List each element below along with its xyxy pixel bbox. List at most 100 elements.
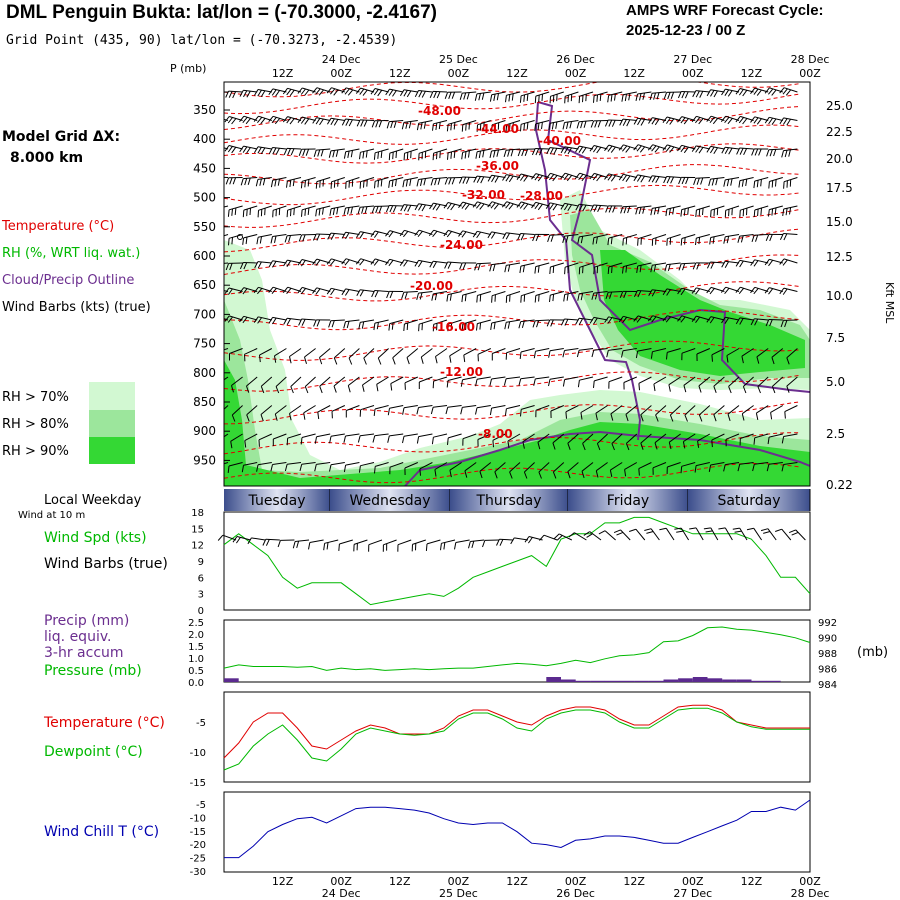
bottom-hour-tick: 12Z [741,875,763,888]
wind-barb-feather [682,263,686,271]
legend-cloud: Cloud/Precip Outline [2,273,134,288]
bottom-hour-tick: 00Z [448,875,470,888]
wind-barb-feather [375,206,379,214]
wind-barb-feather [624,469,627,477]
isotherm-label: -28.00 [520,189,563,203]
wind-barb-feather [362,384,365,392]
wind-barb-feather [691,315,697,323]
wind-barb-feather [537,265,540,273]
wind-barb [581,462,594,472]
wind-barb-feather [566,293,569,301]
wind-barb-feather [774,207,777,215]
wind-barb-feather [257,317,263,324]
wind-barb-feather [532,320,536,328]
wind-barb [604,530,616,541]
wind-barb-feather [373,408,376,416]
wind-barb-feather [642,206,645,214]
wind-barb-feather [510,537,515,545]
wind-barb-feather [451,177,456,185]
wind-barb-feather [499,539,504,546]
wind-barb-feather [374,181,376,189]
wind-barb [360,433,375,437]
wind-barb-feather [344,289,350,296]
wind-barb [476,376,491,380]
wind-barb [403,177,418,181]
wind-barb-feather [742,90,748,97]
model-grid-label: Model Grid ΔX: [2,129,120,145]
wind-barb-feather [242,116,248,124]
wind-barb [390,376,404,385]
wind-barb-feather [260,90,266,97]
wind-barb-feather [771,357,775,365]
wind-barb-feather [260,386,265,394]
wind-barb-feather [308,542,311,550]
wind-barb [558,533,573,541]
wind-barb-feather [724,147,730,155]
wind-barb-feather [593,205,598,212]
wind-barb [710,234,725,238]
isotherm-labels: -48.00-44.00-40.00-36.00-32.00 -28.00-24.… [410,104,581,441]
wind-barb-feather [503,150,507,158]
wind-barb-feather [343,435,346,443]
wind-barb-feather [430,407,434,415]
wind-barb-feather [330,118,335,126]
wind-barb-feather [315,88,321,95]
wind-barb [506,232,521,235]
wind-barb-feather [243,90,248,98]
wind-barb [754,234,769,236]
wind-barb-feather [691,145,697,152]
wind-barb-feather [246,90,251,98]
wind-barb [462,433,477,440]
bottom-date-tick: 28 Dec [791,887,830,900]
height-tick: 22.5 [826,125,853,139]
wind-barb-feather [556,535,563,541]
wind-barb-feather [463,355,466,363]
windchill-panel: -5-10-15-20-25-30 [190,791,811,878]
bottom-hour-tick: 12Z [389,875,411,888]
wind-barb-feather [361,321,365,329]
isotherm-line [224,106,801,130]
precip-bar [678,678,693,682]
wind-barb [477,348,492,355]
wind-tick: 18 [191,508,204,519]
wind-barb [272,260,287,264]
wind-barb-feather [637,290,642,298]
wind-barb-feather [451,91,456,99]
wind-barb-feather [376,384,379,392]
wind-barb-feather [390,383,393,391]
wind-barb-feather [538,95,540,103]
wind-barb-feather [519,202,525,209]
wind-barb-feather [493,322,496,330]
wind-barb [301,259,316,264]
wind-barb-feather [414,260,420,267]
wind-barb-feather [610,146,616,153]
pressure-tick: 650 [193,278,216,292]
wind-barb [594,172,608,178]
wind-barb-feather [260,147,266,155]
wind-barb [345,462,360,466]
top-date-tick: 27 Dec [673,53,712,66]
wind-barb-feather [373,323,376,331]
wind-barb [224,405,229,410]
wind-barb [243,177,258,180]
wind-barb [783,177,798,183]
wind-barb-feather [650,265,653,273]
wind-barb-feather [286,180,288,188]
weekday-band: Tuesday Wednesday Thursday Friday Saturday [224,489,811,511]
wind-barb-feather [610,175,616,182]
wind-barb [397,539,412,546]
wind-barb [317,405,331,413]
wind-barb [447,291,462,296]
height-tick: 5.0 [826,375,845,389]
wind-barb-feather [315,259,321,266]
isotherm-line [224,228,801,253]
wind-barb [594,262,608,268]
precip-bar [619,680,635,682]
wind-barb [514,537,529,541]
wind-barb-feather [446,231,452,238]
wind-barb-feather [619,291,624,298]
weekday-name: Friday [607,493,649,509]
wind-barb [535,291,550,296]
wind-barb-feather [287,148,291,156]
